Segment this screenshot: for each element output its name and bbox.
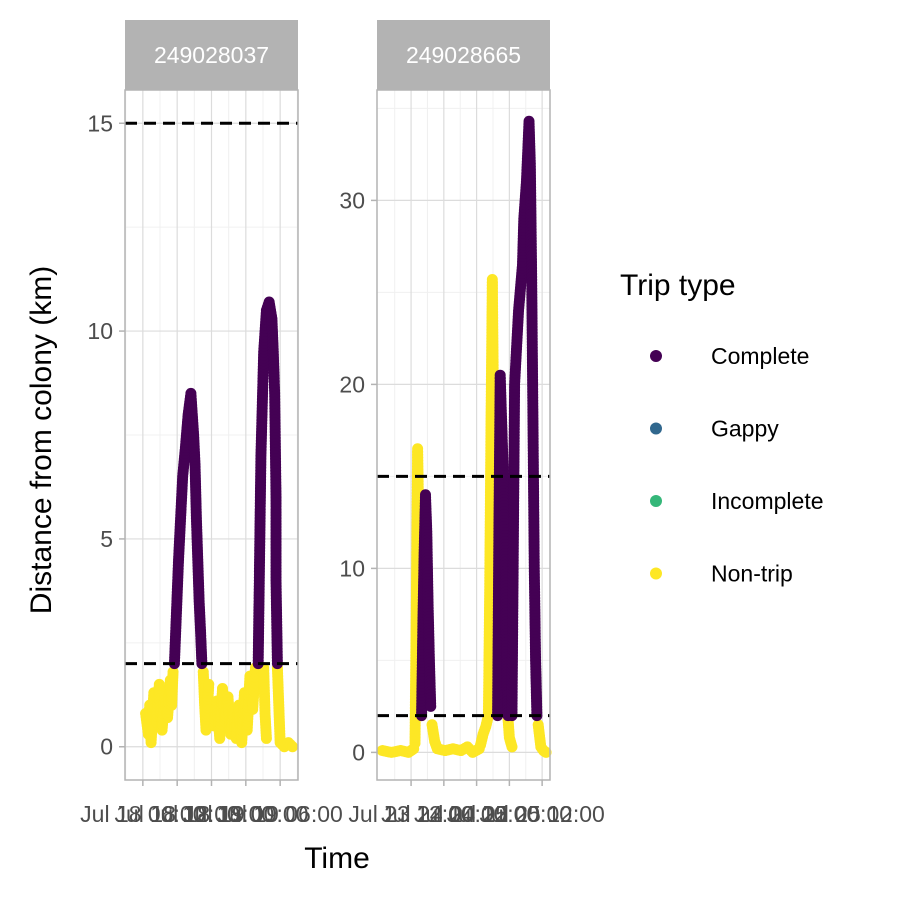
- facet-strip-label: 249028037: [154, 42, 269, 68]
- x-tick-label: Jul 18 06:00: [80, 801, 205, 827]
- legend-item-non-trip: Non-trip: [650, 561, 793, 587]
- legend-label: Non-trip: [711, 561, 793, 587]
- y-tick-label: 0: [352, 739, 365, 765]
- data-point: [287, 741, 299, 753]
- legend-item-complete: Complete: [650, 343, 809, 369]
- y-tick-label: 10: [339, 555, 365, 581]
- legend-item-incomplete: Incomplete: [650, 488, 824, 514]
- x-tick-label: Jul 19 06:00: [217, 801, 342, 827]
- legend-key: [650, 495, 662, 507]
- y-axis-title: Distance from colony (km): [25, 266, 58, 614]
- legend-items: Complete Gappy Incomplete Non-trip: [650, 343, 824, 587]
- legend: Trip type Complete Gappy Incomplete Non-tri…: [620, 269, 824, 587]
- y-tick-label: 20: [339, 371, 365, 397]
- x-tick-label: Jul 25 12:00: [479, 801, 604, 827]
- data-point: [425, 700, 437, 712]
- legend-label: Gappy: [711, 416, 779, 442]
- data-point: [167, 666, 179, 678]
- series-non-trip: [140, 662, 299, 753]
- x-tick-label: Jul 18 12:00: [115, 801, 240, 827]
- x-tick-label: Jul 24 12:00: [414, 801, 539, 827]
- y-tick-label: 30: [339, 187, 365, 213]
- legend-key: [650, 422, 662, 435]
- series-complete: [168, 296, 283, 670]
- x-tick-label: Jul 24 00:00: [381, 801, 506, 827]
- data-point: [203, 678, 215, 690]
- y-tick-label: 5: [100, 526, 113, 552]
- facet-strip: [377, 20, 550, 90]
- x-tick-label: Jul 19 00:00: [183, 801, 308, 827]
- x-tick-label: Jul 23 12:00: [348, 801, 473, 827]
- y-tick-label: 15: [87, 110, 113, 136]
- data-point: [540, 746, 552, 758]
- facet-strip: [125, 20, 298, 90]
- legend-label: Complete: [711, 343, 809, 369]
- y-tick-label: 0: [100, 734, 113, 760]
- legend-label: Incomplete: [711, 488, 824, 514]
- panel-border: [376, 89, 551, 781]
- facet-strip-label: 249028665: [406, 42, 521, 68]
- legend-key: [650, 350, 662, 362]
- legend-title: Trip type: [620, 269, 736, 302]
- legend-key: [650, 567, 662, 580]
- series-complete: [416, 115, 543, 722]
- data-point: [506, 741, 518, 753]
- x-tick-label: Jul 25 00:00: [447, 801, 572, 827]
- data-point: [260, 732, 272, 744]
- y-tick-label: 10: [87, 318, 113, 344]
- legend-item-gappy: Gappy: [650, 416, 779, 442]
- x-tick-label: Jul 18 18:00: [149, 801, 274, 827]
- x-axis-title: Time: [304, 842, 370, 875]
